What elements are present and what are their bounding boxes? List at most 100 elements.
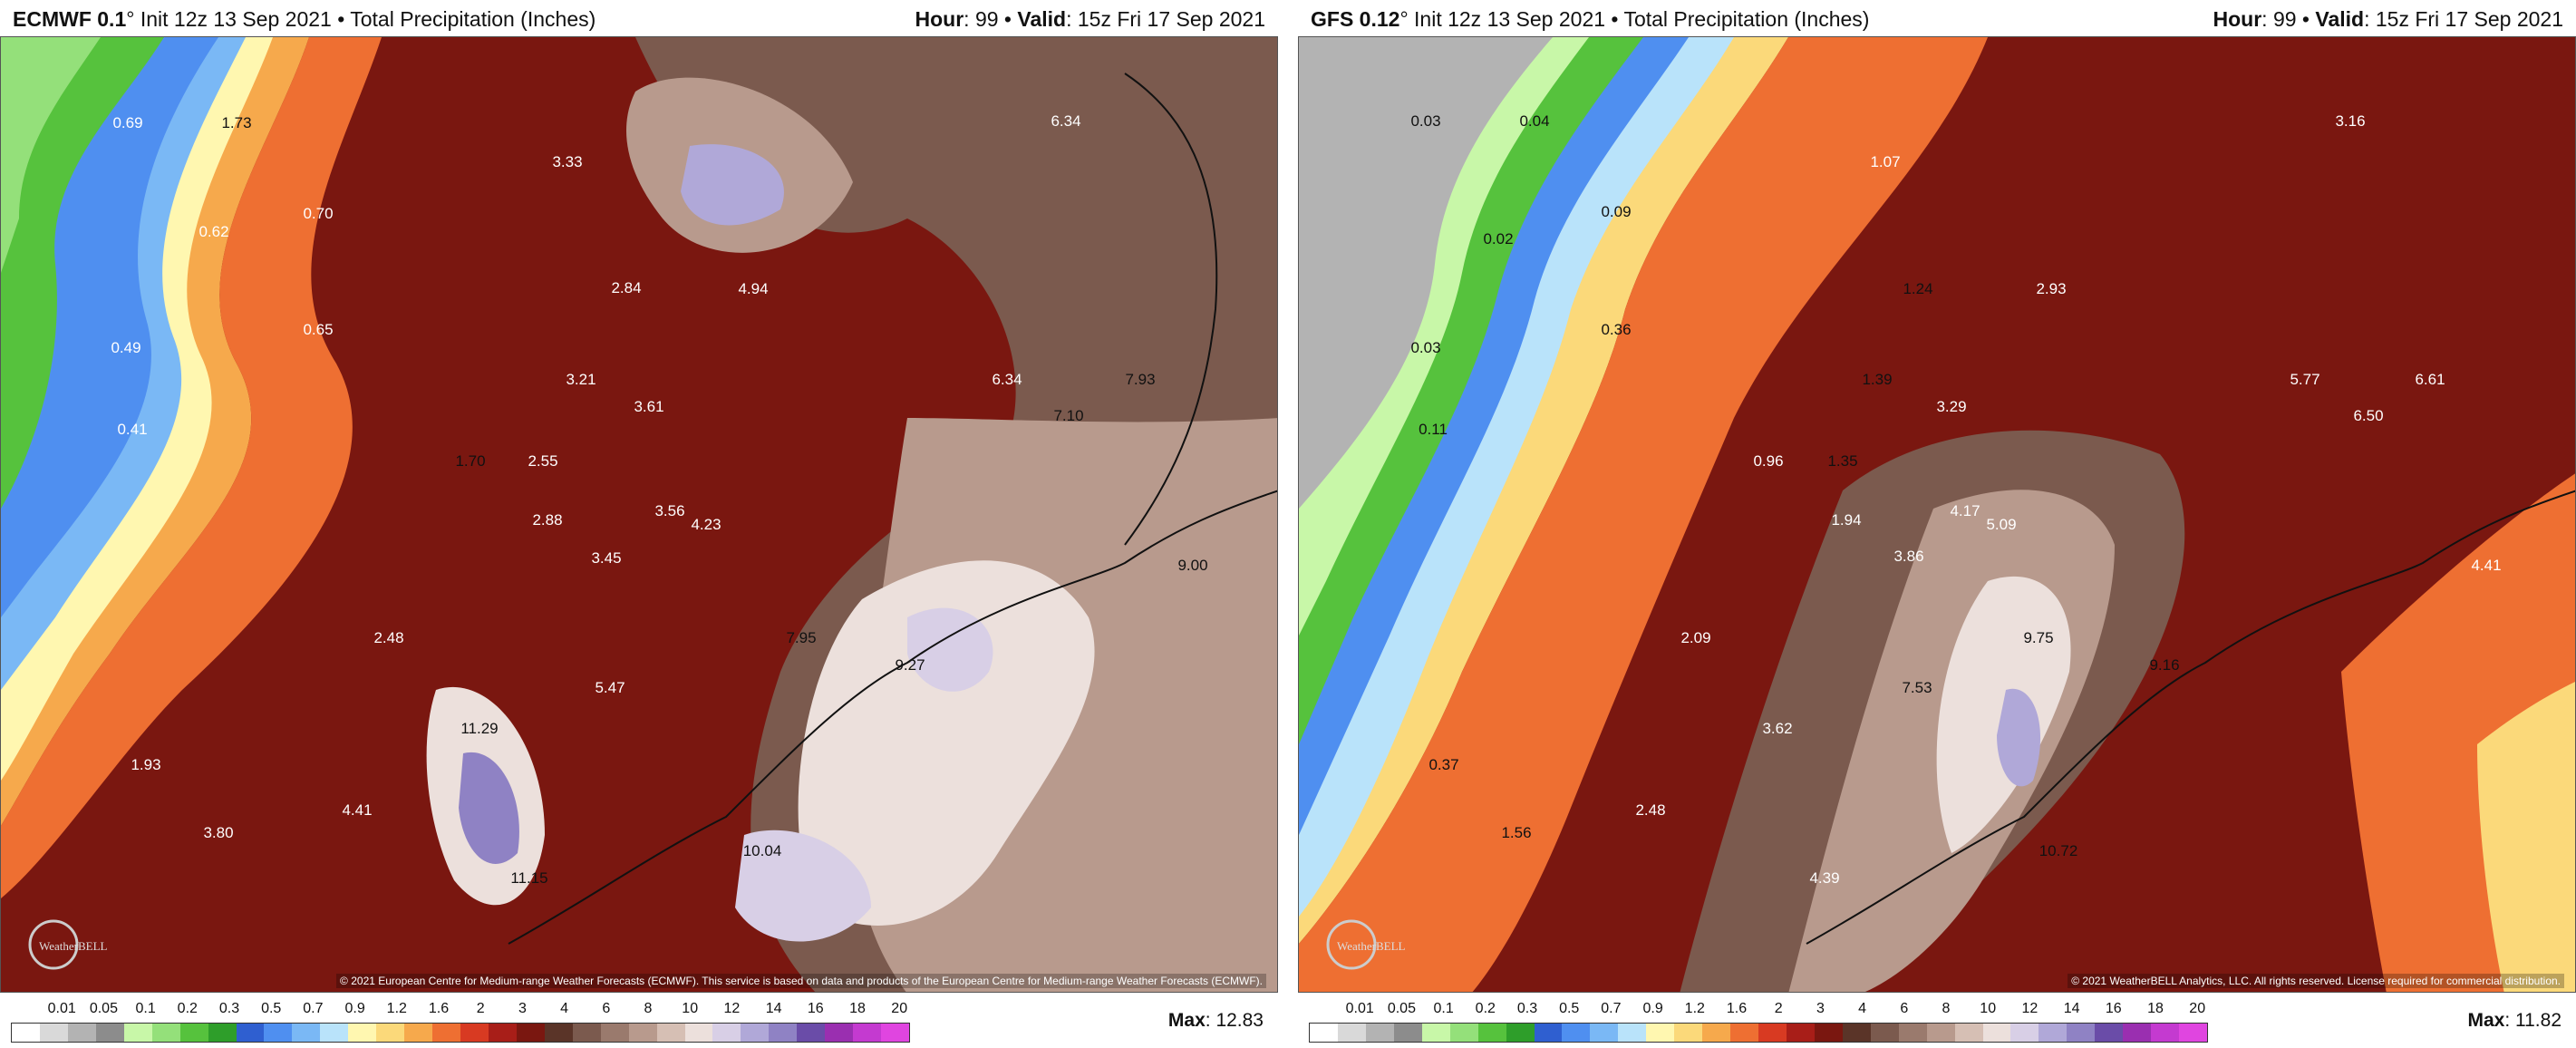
precip-value-label: 1.35 (1827, 452, 1858, 470)
precip-value-label: 9.16 (2149, 656, 2180, 674)
legend-swatch (376, 1024, 405, 1042)
legend-swatch (544, 1024, 573, 1042)
precip-value-label: 0.41 (117, 421, 148, 438)
precip-value-label: 10.04 (742, 842, 782, 859)
precip-value-label: 2.84 (611, 279, 642, 296)
precip-value-label: 0.02 (1483, 230, 1514, 247)
precip-value-label: 0.70 (303, 205, 334, 222)
legend-tick-label: 0.3 (218, 1001, 240, 1016)
ecmwf-panel: ECMWF 0.1° Init 12z 13 Sep 2021 • Total … (0, 0, 1278, 1048)
legend-swatch (123, 1024, 152, 1042)
legend-tick-label: 0.05 (1387, 1001, 1416, 1016)
precip-value-label: 0.96 (1753, 452, 1784, 470)
legend-swatch (2067, 1024, 2096, 1042)
legend-tick-label: 0.9 (1642, 1001, 1663, 1016)
legend-swatch (825, 1024, 854, 1042)
legend-tick-label: 18 (849, 1001, 866, 1016)
legend-swatch (488, 1024, 517, 1042)
legend-swatch (1449, 1024, 1478, 1042)
precip-value-label: 5.47 (595, 679, 625, 696)
precip-value-label: 1.07 (1870, 153, 1901, 170)
legend-tick-label: 0.2 (1475, 1001, 1496, 1016)
legend-swatch (1477, 1024, 1506, 1042)
precip-map[interactable]: 0.69 1.73 0.62 0.70 3.33 0.65 0.49 0.41 2.84 4.94… (0, 36, 1278, 993)
svg-text:WeatherBELL: WeatherBELL (1337, 939, 1406, 953)
precip-value-label: 1.93 (131, 756, 161, 773)
legend-swatch (1982, 1024, 2011, 1042)
legend-swatch (1618, 1024, 1647, 1042)
legend-swatch (741, 1024, 770, 1042)
legend-tick-label: 8 (1942, 1001, 1951, 1016)
precip-value-label: 5.77 (2290, 371, 2320, 388)
legend-swatch (1365, 1024, 1394, 1042)
precip-map[interactable]: 0.03 0.04 0.02 0.09 1.07 3.16 0.03 0.36 1.24 2.93… (1298, 36, 2576, 993)
precip-value-label: 11.29 (460, 720, 499, 737)
legend-tick-label: 0.7 (303, 1001, 324, 1016)
legend-swatch (656, 1024, 685, 1042)
legend-swatch (404, 1024, 433, 1042)
legend-tick-label: 6 (602, 1001, 611, 1016)
legend-swatch (2010, 1024, 2039, 1042)
precip-value-label: 6.50 (2353, 407, 2384, 424)
panel-header: ECMWF 0.1° Init 12z 13 Sep 2021 • Total … (0, 0, 1278, 36)
precip-value-label: 3.21 (566, 371, 596, 388)
precip-value-label: 1.24 (1903, 280, 1933, 297)
legend-swatch (12, 1024, 40, 1042)
legend-swatch (2151, 1024, 2180, 1042)
legend-tick-label: 0.05 (89, 1001, 118, 1016)
legend-tick-label: 20 (2189, 1001, 2206, 1016)
legend-swatch (432, 1024, 460, 1042)
max-value: Max: 12.83 (1167, 1010, 1264, 1031)
precip-value-label: 7.10 (1053, 407, 1084, 424)
legend-swatch (67, 1024, 96, 1042)
precip-value-label: 3.56 (654, 502, 685, 519)
legend-tick-label: 6 (1900, 1001, 1909, 1016)
precip-value-label: 4.17 (1950, 502, 1980, 519)
legend-swatch (516, 1024, 545, 1042)
legend-tick-label: 0.1 (135, 1001, 156, 1016)
legend-tick-label: 2 (476, 1001, 485, 1016)
legend-swatch (1898, 1024, 1927, 1042)
precip-value-label: 0.65 (303, 321, 334, 338)
legend-swatch (179, 1024, 208, 1042)
model-name: GFS 0.12 (1311, 7, 1400, 31)
legend-tick-label: 1.2 (386, 1001, 407, 1016)
legend-tick-label: 1.6 (428, 1001, 450, 1016)
legend-tick-label: 10 (1980, 1001, 1997, 1016)
precip-contours (1299, 37, 2575, 992)
legend-tick-label: 0.5 (1559, 1001, 1580, 1016)
precip-value-label: 0.36 (1601, 321, 1632, 338)
gfs-panel: GFS 0.12° Init 12z 13 Sep 2021 • Total P… (1298, 0, 2576, 1048)
legend-swatch (1842, 1024, 1871, 1042)
legend-swatch (264, 1024, 293, 1042)
legend-swatch (684, 1024, 713, 1042)
legend-tick-label: 0.1 (1433, 1001, 1454, 1016)
legend-tick-label: 10 (682, 1001, 699, 1016)
legend-swatch (1393, 1024, 1422, 1042)
legend-swatch (572, 1024, 601, 1042)
legend-ticks: 0.01 0.05 0.1 0.2 0.3 0.5 0.7 0.9 1.2 1.6 2 3 4 6 8 10 1… (1309, 1001, 2215, 1019)
precip-value-label: 3.16 (2335, 112, 2366, 130)
legend-tick-label: 8 (644, 1001, 653, 1016)
precip-value-label: 9.00 (1177, 557, 1208, 574)
precip-value-label: 0.11 (1419, 421, 1448, 438)
init-time: Init 12z 13 Sep 2021 (140, 7, 332, 31)
legend-tick-label: 1.6 (1726, 1001, 1748, 1016)
precip-value-label: 0.04 (1519, 112, 1550, 130)
copyright-text: © 2021 WeatherBELL Analytics, LLC. All r… (2068, 974, 2564, 988)
precip-contours (1, 37, 1277, 992)
svg-text:WeatherBELL: WeatherBELL (39, 939, 108, 953)
precip-value-label: 5.09 (1986, 516, 2017, 533)
precip-value-label: 3.62 (1762, 720, 1793, 737)
precip-value-label: 1.56 (1501, 824, 1532, 841)
max-value: Max: 11.82 (2467, 1010, 2561, 1031)
precip-value-label: 7.95 (786, 629, 817, 646)
precip-value-label: 0.49 (111, 339, 141, 356)
precip-value-label: 2.48 (373, 629, 404, 646)
legend-swatch (881, 1024, 909, 1042)
legend-colorbar (11, 1023, 910, 1043)
legend-tick-label: 0.01 (47, 1001, 76, 1016)
legend-swatch (1534, 1024, 1563, 1042)
legend-swatch (348, 1024, 377, 1042)
precip-value-label: 4.23 (691, 516, 721, 533)
